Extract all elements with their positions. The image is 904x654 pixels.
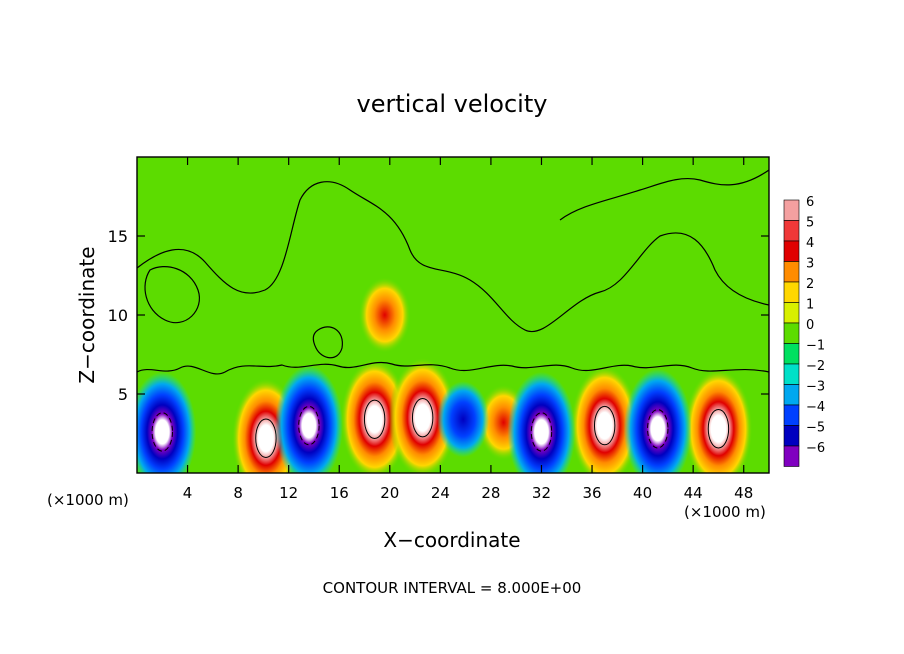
colorbar-label: −1 — [806, 339, 825, 354]
colorbar-swatch — [783, 261, 800, 283]
chart-title: vertical velocity — [357, 90, 548, 118]
downdraft-cell — [437, 381, 490, 458]
x-tick-label: 44 — [684, 484, 703, 502]
x-unit-label-left: (×1000 m) — [47, 491, 129, 509]
colorbar-label: 4 — [806, 236, 814, 251]
colorbar-label: −4 — [806, 400, 825, 415]
colorbar-swatch — [783, 199, 800, 221]
colorbar-swatch — [783, 404, 800, 426]
x-tick-label: 32 — [532, 484, 551, 502]
x-axis-label: X−coordinate — [383, 528, 520, 552]
colorbar-label: 1 — [806, 298, 814, 313]
downdraft-cell — [137, 371, 197, 473]
x-tick-label: 4 — [183, 484, 193, 502]
colorbar-label: 0 — [806, 318, 814, 333]
downdraft-contour — [298, 405, 320, 446]
colorbar-label: −6 — [806, 441, 825, 456]
updraft-cell — [570, 365, 639, 473]
colorbar-label: 3 — [806, 257, 814, 272]
contour-zero-lower — [137, 362, 769, 375]
downdraft-contour — [151, 412, 173, 452]
updraft-cell — [388, 357, 457, 473]
contour-zero-upper — [137, 181, 769, 333]
plot-area — [137, 157, 769, 473]
y-axis: 5 10 15 — [108, 227, 769, 404]
updraft-cell — [358, 277, 411, 353]
x-tick-label: 8 — [233, 484, 243, 502]
colorbar-label: 2 — [806, 277, 814, 292]
x-unit-label-right: (×1000 m) — [684, 503, 766, 521]
colorbar: 6 5 4 3 2 1 0 −1 −2 −3 −4 −5 −6 — [783, 195, 825, 467]
downdraft-contour — [530, 412, 553, 452]
updraft-cell — [684, 368, 753, 473]
colorbar-swatch — [783, 425, 800, 447]
x-tick-label: 36 — [582, 484, 601, 502]
colorbar-swatch — [783, 240, 800, 262]
x-axis: 4 8 12 16 20 24 28 32 36 40 44 48 — [183, 157, 753, 502]
updraft-contour — [707, 409, 730, 449]
x-tick-label: 28 — [481, 484, 500, 502]
updraft-cell — [340, 359, 409, 473]
updraft-contour — [593, 405, 616, 446]
y-tick-label: 10 — [108, 306, 128, 325]
contour-left-blob — [144, 266, 200, 324]
contour-upper-right — [559, 169, 769, 221]
colorbar-label: 6 — [806, 195, 814, 210]
contour-small-mid — [312, 326, 343, 359]
colorbar-swatch — [783, 281, 800, 303]
contour-interval-footer: CONTOUR INTERVAL = 8.000E+00 — [323, 579, 582, 597]
colorbar-label: 5 — [806, 216, 814, 231]
y-tick-label: 5 — [118, 385, 128, 404]
y-axis-label: Z−coordinate — [75, 246, 99, 383]
x-tick-label: 16 — [330, 484, 349, 502]
y-tick-label: 15 — [108, 227, 128, 246]
colorbar-swatch — [783, 220, 800, 242]
contour-lines — [137, 169, 769, 375]
x-tick-label: 40 — [633, 484, 652, 502]
x-tick-label: 20 — [380, 484, 399, 502]
x-tick-label: 48 — [734, 484, 753, 502]
colorbar-swatch — [783, 363, 800, 385]
downdraft-cell — [623, 368, 692, 473]
colorbar-swatch — [783, 322, 800, 344]
colorbar-label: −2 — [806, 359, 825, 374]
updraft-contour — [363, 399, 386, 439]
downdraft-cell — [507, 371, 576, 473]
colorbar-swatch — [783, 302, 800, 324]
x-tick-label: 12 — [279, 484, 298, 502]
colorbar-swatch — [783, 384, 800, 406]
colorbar-label: −5 — [806, 421, 825, 436]
downdraft-contour — [647, 409, 669, 449]
downdraft-cell — [274, 365, 343, 473]
colorbar-label: −3 — [806, 380, 825, 395]
colorbar-swatch — [783, 445, 800, 467]
colorbar-swatch — [783, 343, 800, 365]
updraft-contour — [411, 398, 434, 438]
x-tick-label: 24 — [431, 484, 450, 502]
